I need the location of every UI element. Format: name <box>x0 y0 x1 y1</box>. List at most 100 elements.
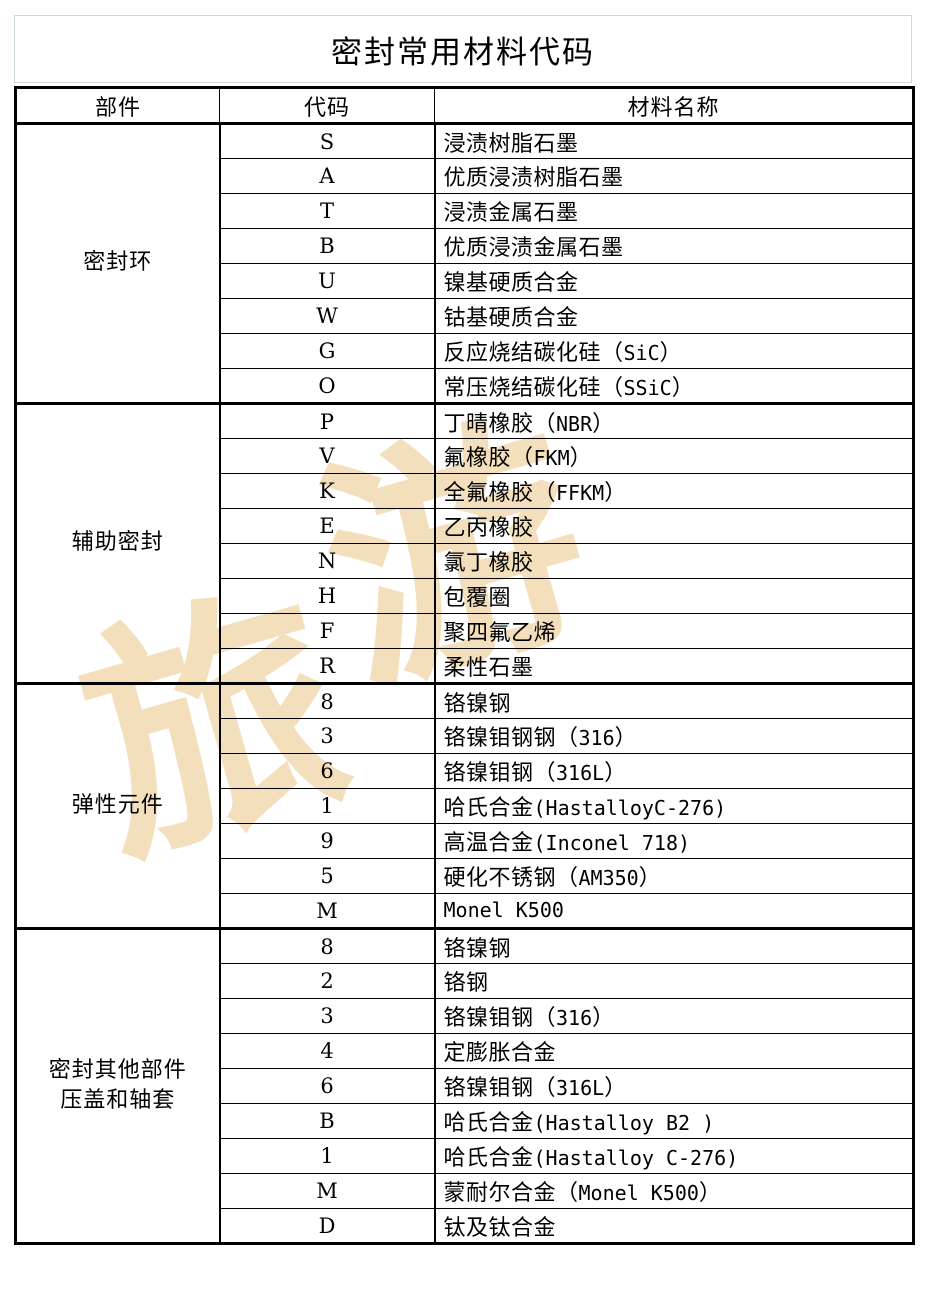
material-name-cell: 哈氏合金(Hastalloy C-276) <box>434 1138 914 1174</box>
material-code-cell: F <box>219 613 436 649</box>
material-code-cell: 8 <box>219 682 436 719</box>
title-box: 密封常用材料代码 <box>14 15 912 83</box>
material-name-cell: 乙丙橡胶 <box>434 508 914 544</box>
table-body: 密封环 S 浸渍树脂石墨 A 优质浸渍树脂石墨 T 浸渍金属石墨 B 优质浸渍金属石墨 U 镍基硬质… <box>15 122 914 1245</box>
latin-text: (Hastalloy B2 ) <box>533 1111 715 1135</box>
table-row: O 常压烧结碳化硅（SSiC） <box>16 368 914 404</box>
material-code-table-wrap: 部件 代码 材料名称 密封环 S 浸渍树脂石墨 A 优质浸渍树脂石墨 T 浸渍金属石墨 B 优质… <box>14 86 915 1245</box>
material-name-cell: 钴基硬质合金 <box>434 298 914 334</box>
table-row: B 优质浸渍金属石墨 <box>16 228 914 264</box>
material-name-cell: 优质浸渍金属石墨 <box>434 228 914 264</box>
material-code-cell: P <box>219 402 436 439</box>
material-name-cell: 丁晴橡胶（NBR） <box>434 402 914 439</box>
material-name-cell: 定膨胀合金 <box>434 1033 914 1069</box>
table-header-row: 部件 代码 材料名称 <box>15 87 914 125</box>
table-row: 弹性元件 8 铬镍钢 <box>15 682 914 929</box>
table-row: 密封其他部件 压盖和轴套 8 铬镍钢 <box>15 927 914 1244</box>
material-code-cell: 4 <box>219 1033 436 1069</box>
table-row: D 钛及钛合金 <box>16 1208 914 1245</box>
material-code-cell: 6 <box>219 1068 436 1104</box>
table-row: K 全氟橡胶（FFKM） <box>16 473 914 509</box>
material-name-cell: 铬钢 <box>434 963 914 999</box>
material-name-cell: 柔性石墨 <box>434 648 914 684</box>
latin-text: 316L <box>556 1076 605 1100</box>
material-code-table: 部件 代码 材料名称 密封环 S 浸渍树脂石墨 A 优质浸渍树脂石墨 T 浸渍金属石墨 B 优质… <box>14 86 915 1245</box>
table-row: 6 铬镍钼钢（316L） <box>16 1068 914 1104</box>
group-part-cell: 弹性元件 <box>15 682 221 929</box>
latin-text: (Inconel 718) <box>533 831 691 855</box>
material-code-cell: 1 <box>219 1138 436 1174</box>
table-row: 1 哈氏合金(Hastalloy C-276) <box>16 1138 914 1174</box>
table-row: R 柔性石墨 <box>16 648 914 684</box>
material-code-cell: M <box>219 893 436 929</box>
table-row: B 哈氏合金(Hastalloy B2 ) <box>16 1103 914 1139</box>
table-row: 密封环 S 浸渍树脂石墨 <box>15 122 914 404</box>
group-part-label: 密封其他部件 <box>48 1057 187 1083</box>
material-name-cell: 铬镍钼钢（316L） <box>434 1068 914 1104</box>
material-code-cell: U <box>219 263 436 299</box>
latin-text: 316 <box>578 726 615 750</box>
material-name-cell: 钛及钛合金 <box>434 1208 914 1245</box>
material-code-cell: B <box>219 228 436 264</box>
material-code-cell: S <box>219 122 436 159</box>
group-part-label: 辅助密封 <box>71 530 164 556</box>
table-row: 6 铬镍钼钢（316L） <box>16 753 914 789</box>
latin-text: FKM <box>533 446 570 470</box>
material-code-cell: 2 <box>219 963 436 999</box>
material-name-cell: 铬镍钼钢（316） <box>434 998 914 1034</box>
material-code-cell: 5 <box>219 858 436 894</box>
table-row: M Monel K500 <box>16 893 914 929</box>
material-code-cell: V <box>219 438 436 474</box>
table-row: N 氯丁橡胶 <box>16 543 914 579</box>
latin-text: Monel K500 <box>578 1181 699 1205</box>
material-name-cell: 镍基硬质合金 <box>434 263 914 299</box>
material-code-cell: 1 <box>219 788 436 824</box>
material-name-cell: 铬镍钢 <box>434 682 914 719</box>
material-name-cell: 浸渍树脂石墨 <box>434 122 914 159</box>
material-code-cell: H <box>219 578 436 614</box>
material-code-cell: K <box>219 473 436 509</box>
material-code-cell: 9 <box>219 823 436 859</box>
latin-text: 316L <box>556 761 605 785</box>
material-code-cell: D <box>219 1208 436 1245</box>
latin-text: SSiC <box>623 375 672 400</box>
material-name-cell: 硬化不锈钢（AM350） <box>434 858 914 894</box>
table-head: 部件 代码 材料名称 <box>15 87 914 125</box>
table-row: T 浸渍金属石墨 <box>16 193 914 229</box>
material-code-cell: A <box>219 158 436 194</box>
material-code-cell: W <box>219 298 436 334</box>
material-name-cell: 常压烧结碳化硅（SSiC） <box>434 368 914 404</box>
latin-text: Monel K500 <box>443 898 564 922</box>
material-name-cell: 哈氏合金(Hastalloy B2 ) <box>434 1103 914 1139</box>
material-name-cell: Monel K500 <box>434 893 914 929</box>
latin-text: (HastalloyC-276) <box>533 796 727 820</box>
table-row: G 反应烧结碳化硅（SiC） <box>16 333 914 369</box>
material-code-cell: E <box>219 508 436 544</box>
latin-text: AM350 <box>578 866 639 890</box>
material-code-cell: R <box>219 648 436 684</box>
material-name-cell: 氯丁橡胶 <box>434 543 914 579</box>
column-header-part: 部件 <box>15 87 220 125</box>
group-part-label: 弹性元件 <box>71 792 164 818</box>
material-code-cell: G <box>219 333 436 369</box>
material-name-cell: 铬镍钢 <box>434 927 914 964</box>
latin-text: NBR <box>556 411 593 436</box>
group-part-label: 密封环 <box>83 250 153 276</box>
table-row: 辅助密封 P 丁晴橡胶（NBR） <box>15 402 914 684</box>
group-part-cell: 密封其他部件 压盖和轴套 <box>15 927 221 1244</box>
table-row: H 包覆圈 <box>16 578 914 614</box>
table-row: A 优质浸渍树脂石墨 <box>16 158 914 194</box>
material-code-cell: O <box>219 368 436 404</box>
group-part-cell: 辅助密封 <box>15 402 221 684</box>
material-code-cell: 3 <box>219 718 436 754</box>
material-name-cell: 全氟橡胶（FFKM） <box>434 473 914 509</box>
latin-text: FFKM <box>556 481 605 505</box>
latin-text: (Hastalloy C-276) <box>533 1146 739 1170</box>
material-code-cell: 8 <box>219 927 436 964</box>
table-row: 9 高温合金(Inconel 718) <box>16 823 914 859</box>
column-header-code: 代码 <box>219 87 435 125</box>
material-name-cell: 蒙耐尔合金（Monel K500） <box>434 1173 914 1209</box>
group-part-label: 压盖和轴套 <box>60 1088 176 1113</box>
material-name-cell: 反应烧结碳化硅（SiC） <box>434 333 914 369</box>
